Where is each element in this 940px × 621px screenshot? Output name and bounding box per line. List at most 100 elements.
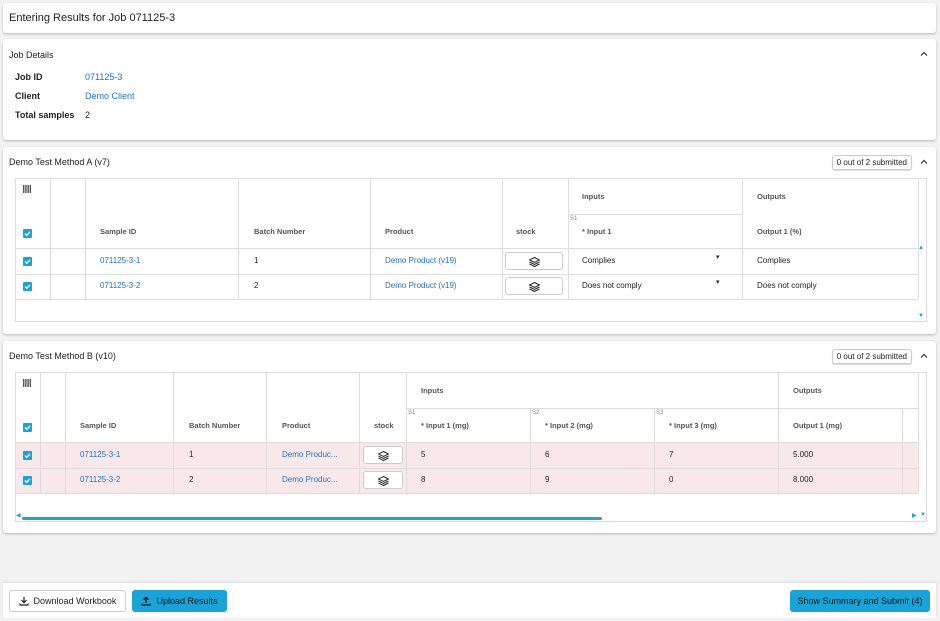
input2-header: * Input 2 (mg) [545,421,593,430]
results-grid-b: Sample ID Batch Number Product stock Inp… [15,372,927,522]
product-link[interactable]: Demo Produc... [282,475,338,484]
product-link[interactable]: Demo Produc... [282,450,338,459]
client-link[interactable]: Demo Client [85,91,135,101]
input1-header: * Input 1 [582,227,612,236]
sample-id-header: Sample ID [100,227,137,236]
input1-subnumber: S1 [408,410,416,416]
sample-id-link[interactable]: 071125-3-1 [80,450,121,459]
show-summary-submit-button[interactable]: Show Summary and Submit (4) [790,590,930,612]
page-title: Entering Results for Job 071125-3 [9,12,176,24]
batch-number-cell: 2 [189,475,194,484]
method-b-panel: Demo Test Method B (v10) 0 out of 2 subm… [3,341,936,533]
method-b-title: Demo Test Method B (v10) [9,351,116,361]
method-a-panel: Demo Test Method A (v7) 0 out of 2 submi… [3,147,936,334]
output1-cell: Complies [757,256,791,265]
product-header: Product [385,227,414,236]
upload-results-button[interactable]: Upload Results [132,590,227,612]
results-grid-a: Sample ID Batch Number Product stock Inp… [15,178,927,322]
input1-select[interactable]: Complies [582,256,616,265]
page-header: Entering Results for Job 071125-3 [3,3,936,33]
output1-header: Output 1 (mg) [793,421,843,430]
stock-header: stock [516,227,536,236]
batch-number-cell: 2 [254,281,259,290]
outputs-group-header: Outputs [757,192,786,201]
action-footer: Download Workbook Upload Results Show Su… [3,583,936,618]
chevron-up-icon[interactable] [920,50,928,58]
job-details-panel: Job Details Job ID 071125-3 Client Demo … [3,39,936,140]
columns-icon[interactable] [23,379,31,387]
input2-field[interactable]: 6 [545,450,550,459]
stock-button[interactable] [505,252,563,270]
layers-icon [378,476,389,486]
row-checkbox[interactable] [23,451,32,460]
scroll-up-arrow[interactable]: ▲ [918,245,924,251]
batch-number-cell: 1 [189,450,194,459]
stock-button[interactable] [363,446,403,464]
download-workbook-label: Download Workbook [33,596,117,606]
job-details-title: Job Details [9,50,54,60]
stock-header: stock [374,421,394,430]
total-samples-label: Total samples [15,110,75,120]
input2-field[interactable]: 9 [545,475,550,484]
submission-status-badge: 0 out of 2 submitted [831,155,912,170]
job-id-label: Job ID [15,72,43,82]
select-all-checkbox[interactable] [23,423,32,432]
sample-id-link[interactable]: 071125-3-1 [100,256,141,265]
input1-field[interactable]: 5 [421,450,426,459]
input1-field[interactable]: 8 [421,475,426,484]
chevron-up-icon[interactable] [920,352,928,360]
scroll-left-arrow[interactable]: ◀ [16,513,21,519]
caret-down-icon[interactable]: ▾ [716,254,720,261]
input3-field[interactable]: 7 [669,450,674,459]
download-workbook-button[interactable]: Download Workbook [9,590,126,612]
input3-subnumber: S3 [656,410,664,416]
select-all-checkbox[interactable] [23,229,32,238]
product-header: Product [282,421,311,430]
outputs-group-header: Outputs [793,386,822,395]
horizontal-scrollbar[interactable] [22,517,602,520]
input1-subnumber: S1 [570,216,578,222]
scroll-right-arrow[interactable]: ▶ [912,513,917,519]
upload-icon [141,596,152,606]
output1-cell: Does not comply [757,281,817,290]
inputs-group-header: Inputs [582,192,605,201]
output1-cell: 5.000 [793,450,814,459]
input3-field[interactable]: 0 [669,475,674,484]
sample-id-header: Sample ID [80,421,117,430]
product-link[interactable]: Demo Product (v19) [385,256,457,265]
layers-icon [529,282,540,292]
upload-results-label: Upload Results [156,596,218,606]
input3-header: * Input 3 (mg) [669,421,717,430]
stock-button[interactable] [505,277,563,295]
submission-status-badge: 0 out of 2 submitted [831,349,912,364]
batch-number-header: Batch Number [254,227,306,236]
output1-header: Output 1 (%) [757,227,802,236]
row-checkbox[interactable] [23,282,32,291]
output1-cell: 8.000 [793,475,814,484]
batch-number-header: Batch Number [189,421,241,430]
sample-id-link[interactable]: 071125-3-2 [100,281,141,290]
layers-icon [378,451,389,461]
row-checkbox[interactable] [23,257,32,266]
client-label: Client [15,91,41,101]
total-samples-value: 2 [85,110,91,120]
scroll-down-arrow[interactable]: ▼ [918,313,924,319]
layers-icon [529,257,540,267]
job-id-link[interactable]: 071125-3 [85,72,123,82]
product-link[interactable]: Demo Product (v19) [385,281,457,290]
batch-number-cell: 1 [254,256,259,265]
download-icon [18,597,29,606]
input2-subnumber: S2 [532,410,540,416]
sample-id-link[interactable]: 071125-3-2 [80,475,121,484]
caret-down-icon[interactable]: ▾ [716,279,720,286]
chevron-up-icon[interactable] [920,158,928,166]
stock-button[interactable] [363,471,403,489]
columns-icon[interactable] [23,185,31,193]
input1-header: * Input 1 (mg) [421,421,469,430]
method-a-title: Demo Test Method A (v7) [9,157,110,167]
input1-select[interactable]: Does not comply [582,281,642,290]
inputs-group-header: Inputs [421,386,444,395]
scroll-down-arrow[interactable]: ▼ [920,512,926,518]
show-summary-submit-label: Show Summary and Submit (4) [797,596,923,606]
row-checkbox[interactable] [23,476,32,485]
